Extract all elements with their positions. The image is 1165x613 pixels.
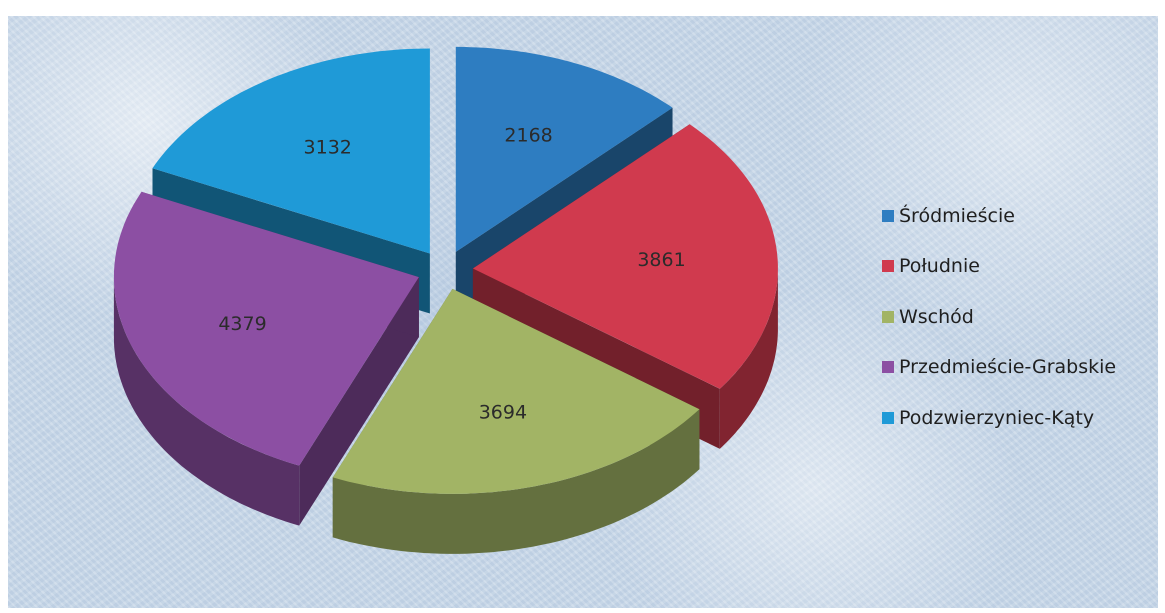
pie-slice: [113, 191, 419, 466]
slice-value-label: 3694: [479, 401, 527, 423]
slice-value-label: 4379: [218, 313, 266, 335]
legend-label: Podzwierzyniec-Kąty: [899, 406, 1095, 429]
legend-item: Południe: [882, 254, 1116, 279]
pie-slice: [455, 46, 673, 252]
slice-value-label: 3861: [637, 249, 685, 271]
pie-slice: [332, 288, 700, 494]
slice-outer-wall: [719, 268, 778, 449]
legend-item: Śródmieście: [882, 203, 1116, 228]
legend-item: Wschód: [882, 304, 1116, 329]
pie-slice: [472, 124, 778, 389]
legend-swatch: [882, 209, 894, 222]
legend-label: Śródmieście: [899, 204, 1015, 227]
legend-item: Podzwierzyniec-Kąty: [882, 405, 1116, 430]
legend-label: Południe: [899, 255, 980, 277]
legend-swatch: [882, 260, 894, 272]
pie-slice: [152, 48, 430, 254]
legend-label: Przedmieście-Grabskie: [899, 356, 1117, 378]
slice-side-wall: [299, 277, 419, 526]
legend-swatch: [882, 361, 894, 373]
legend-swatch: [882, 411, 894, 424]
legend-item: Przedmieście-Grabskie: [882, 355, 1116, 380]
legend: Śródmieście Południe Wschód Przedmieście…: [882, 203, 1116, 456]
slice-value-label: 2168: [504, 125, 552, 147]
slice-outer-wall: [332, 409, 700, 554]
legend-swatch: [882, 310, 894, 323]
legend-label: Wschód: [899, 305, 974, 328]
slice-value-label: 3132: [304, 137, 352, 159]
slice-outer-wall: [113, 277, 300, 526]
